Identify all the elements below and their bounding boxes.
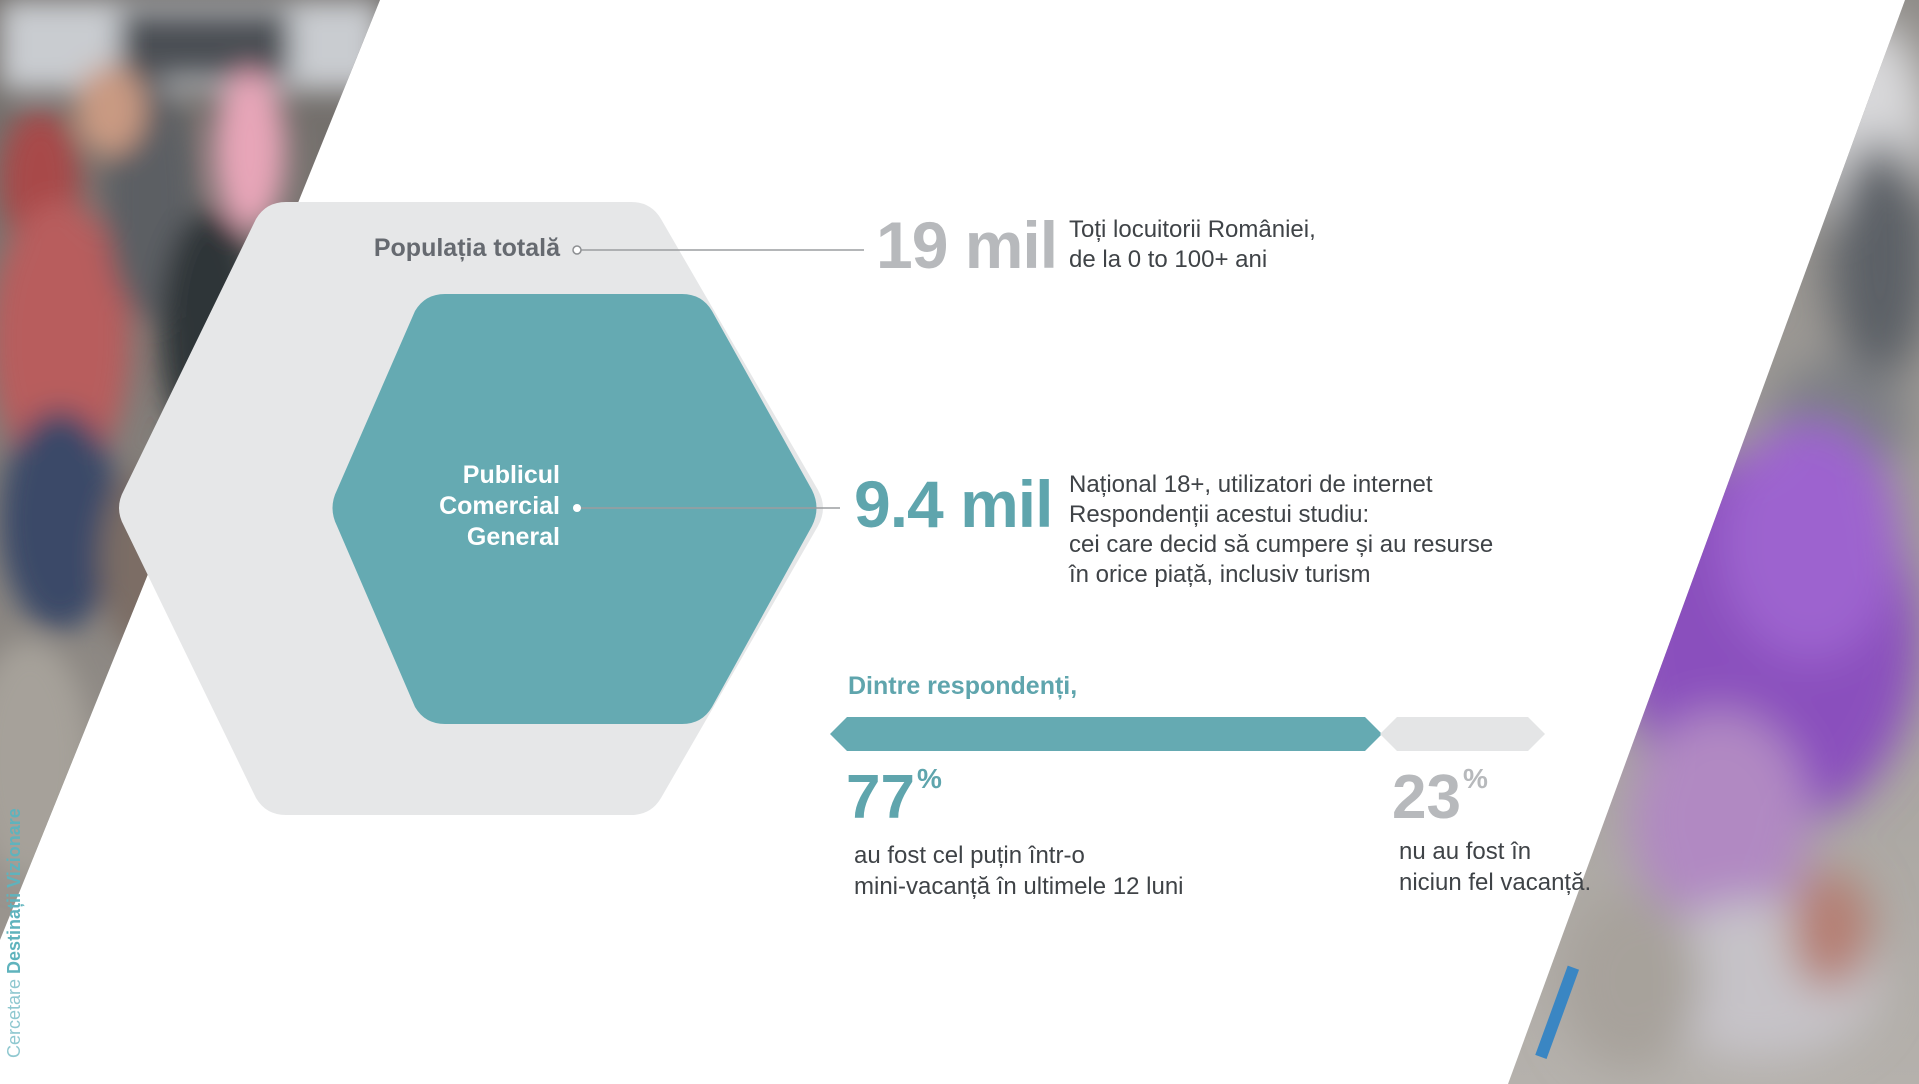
- stat-public-value: 9.4 mil: [854, 467, 1053, 541]
- brand-credit: Cercetare Destinații Vizionare: [4, 808, 24, 1058]
- stat-total-value: 19 mil: [876, 208, 1058, 282]
- share-no-vacation-description: nu au fost în niciun fel vacanță.: [1399, 838, 1592, 896]
- connector-dot-public: [573, 504, 581, 512]
- share-vacation-percent: 77%: [846, 763, 942, 832]
- stat-public-description: Național 18+, utilizatori de internet Re…: [1069, 471, 1494, 588]
- connector-dot-total: [572, 245, 582, 255]
- share-bar-vacation: [830, 717, 1382, 751]
- general-public-label: Publicul Comercial General: [439, 461, 560, 551]
- population-total-label: Populația totală: [373, 234, 560, 262]
- share-vacation-description: au fost cel puțin într-o mini-vacanță în…: [854, 842, 1184, 900]
- stat-total-description: Toți locuitorii României, de la 0 to 100…: [1069, 216, 1316, 273]
- share-bar-no-vacation: [1380, 717, 1545, 751]
- respondents-heading: Dintre respondenți,: [848, 672, 1078, 700]
- share-no-vacation-percent: 23%: [1392, 763, 1488, 832]
